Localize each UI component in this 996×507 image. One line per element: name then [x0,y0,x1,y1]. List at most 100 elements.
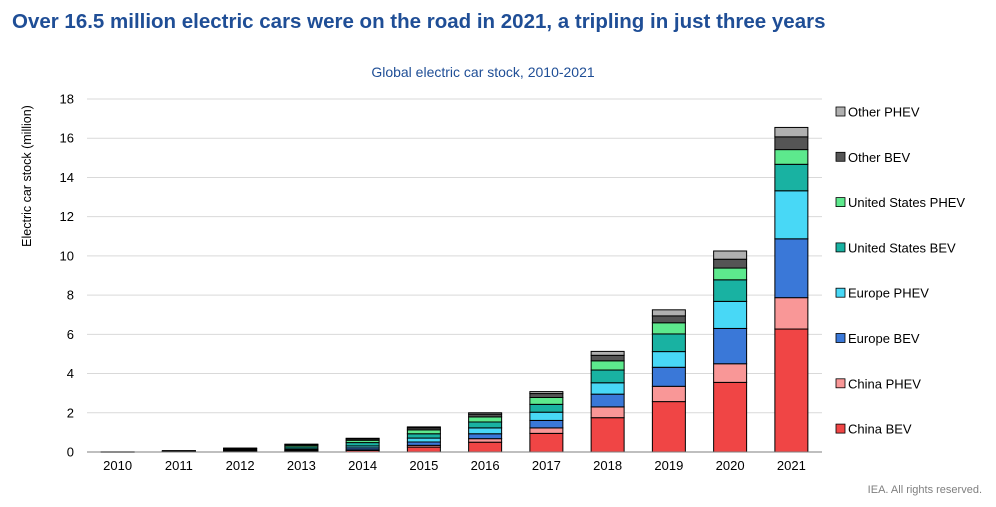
bar-segment [651,401,686,453]
legend-label: Other BEV [848,150,910,165]
y-tick-label: 8 [67,288,74,303]
legend-swatch [835,287,846,298]
x-tick-label: 2016 [471,458,500,473]
y-tick-label: 10 [60,248,74,263]
bar-segment [651,366,686,387]
bar-segment [713,381,748,453]
legend-label: Europe BEV [848,331,920,346]
x-tick-label: 2019 [654,458,683,473]
chart-headline: Over 16.5 million electric cars were on … [12,10,826,33]
bar-segment [468,412,503,415]
y-tick-label: 18 [60,92,74,107]
bar-segment [529,427,564,434]
legend-swatch [835,378,846,389]
bar-segment [345,442,380,447]
bar-segment [774,328,809,453]
bar-segment [529,391,564,395]
y-tick-label: 2 [67,405,74,420]
bar-segment [651,333,686,353]
bar-segment [529,393,564,398]
bar-segment [713,267,748,281]
bar-segment [713,250,748,260]
bar-segment [713,363,748,383]
legend-label: China PHEV [848,376,921,391]
bar-segment [468,441,503,453]
bar-segment [529,403,564,413]
legend-label: China BEV [848,422,912,437]
y-tick-label: 4 [67,366,74,381]
footer-credit: IEA. All rights reserved. [867,484,982,496]
bar-segment [713,327,748,365]
bar-segment [468,421,503,429]
bar-segment [590,354,625,362]
x-tick-label: 2017 [532,458,561,473]
bar-segment [590,382,625,395]
legend-swatch [835,106,846,117]
bar-segment [406,426,441,429]
x-tick-label: 2014 [348,458,377,473]
bar-segment [406,429,441,435]
bar-segment [651,385,686,403]
legend-label: United States BEV [848,240,956,255]
bar-segment [774,126,809,138]
bar-segment [651,351,686,368]
bar-segment [590,417,625,453]
x-tick-label: 2018 [593,458,622,473]
bar-segment [590,406,625,419]
bar-segment [468,427,503,435]
bar-segment [774,238,809,299]
bar-segment [651,315,686,324]
x-tick-label: 2011 [165,458,193,473]
legend-swatch [835,333,846,343]
legend-swatch [835,151,846,162]
legend-label: Europe PHEV [848,286,929,301]
bar-segment [468,433,503,440]
chart-title: Global electric car stock, 2010-2021 [371,64,595,80]
y-tick-label: 6 [67,327,74,342]
bar-segment [406,446,441,453]
bar-segment [529,432,564,453]
y-tick-label: 16 [60,131,74,146]
gridlines [87,98,822,414]
x-tick-label: 2013 [287,458,316,473]
bar-segment [774,163,809,192]
bar-segment [651,322,686,335]
bar-segment [590,360,625,371]
x-tick-label: 2020 [716,458,745,473]
legend-swatch [835,242,846,253]
bar-segment [651,309,686,317]
y-tick-label: 12 [60,209,74,224]
x-tick-label: 2012 [226,458,255,473]
legend-swatch [835,423,846,434]
bar-segment [774,297,809,330]
bar-segment [406,433,441,439]
x-tick-label: 2021 [777,458,806,473]
bar-segment [713,300,748,329]
x-tick-label: 2010 [103,458,132,473]
legend: Other PHEV Other BEV United States PHEV Uni… [835,105,965,437]
bar-segment [713,258,748,269]
bar-segment [774,149,809,165]
bar-segment [406,441,441,446]
legend-label: United States PHEV [848,195,965,210]
bar-segment [590,350,625,356]
bar-segment [406,437,441,443]
y-tick-label: 0 [67,445,74,460]
bar-segment [345,437,380,440]
bar-segment [529,411,564,421]
bars [100,126,809,453]
legend-swatch [835,197,846,208]
bar-segment [590,369,625,384]
y-axis-label: Electric car stock (million) [20,105,34,247]
bar-segment [529,396,564,405]
bar-segment [774,190,809,240]
axes: 0 2 4 6 8 10 12 14 16 18 2010 2011 2012 2013 2014 2015 2… [60,92,822,473]
bar-segment [774,136,809,151]
bar-segment [529,419,564,429]
bar-segment [468,438,503,443]
bar-segment [468,416,503,423]
y-tick-label: 14 [60,170,74,185]
legend-label: Other PHEV [848,105,920,120]
bar-segment [590,393,625,408]
